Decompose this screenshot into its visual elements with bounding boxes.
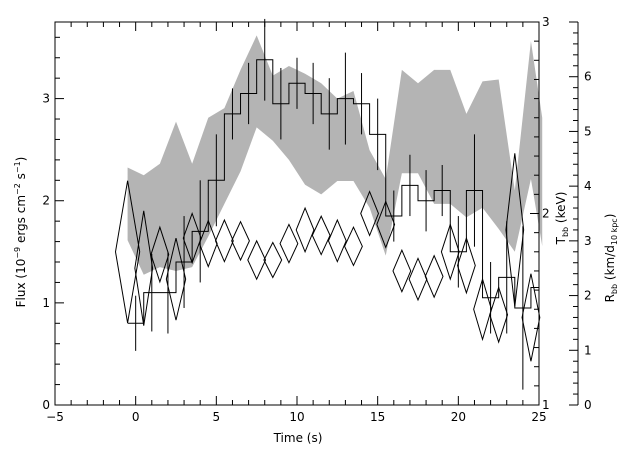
y2-tick-label: 3 xyxy=(542,15,550,29)
y2-tick-label: 2 xyxy=(542,207,550,221)
radius-diamond-layer xyxy=(114,153,541,362)
y-tick-label: 2 xyxy=(42,194,50,208)
radius-diamond xyxy=(150,225,170,284)
y-axis-title: Flux (10−9 ergs cm−2 s−1) xyxy=(13,157,28,308)
radius-diamond xyxy=(457,236,476,295)
y3-tick-label: 2 xyxy=(584,289,592,303)
radius-diamond xyxy=(114,180,141,324)
radius-diamond xyxy=(279,223,299,264)
flux-histogram-layer xyxy=(127,18,540,390)
radius-diamond xyxy=(392,248,412,294)
x-tick-label: 20 xyxy=(451,410,466,424)
y3-tick-label: 4 xyxy=(584,179,592,193)
x-tick-label: 25 xyxy=(531,410,546,424)
x-tick-label: 10 xyxy=(289,410,304,424)
radius-diamond xyxy=(344,225,363,267)
radius-diamond xyxy=(376,200,396,249)
y3-tick-label: 0 xyxy=(584,398,592,412)
radius-diamond xyxy=(165,238,187,321)
radius-diamond xyxy=(214,218,234,263)
x-tick-label: 5 xyxy=(213,410,221,424)
y3-tick-label: 3 xyxy=(584,234,592,248)
y3-tick-label: 5 xyxy=(584,124,592,138)
radius-diamond xyxy=(489,285,509,344)
y3-axis-title: Rbb (km/d10 kpc) xyxy=(603,214,619,303)
y3-tick-label: 6 xyxy=(584,70,592,84)
x-tick-label: 15 xyxy=(370,410,385,424)
radius-diamond xyxy=(231,220,250,262)
radius-diamond xyxy=(263,241,283,279)
radius-diamond xyxy=(521,273,541,362)
y-tick-label: 3 xyxy=(42,92,50,106)
temperature-band-layer xyxy=(127,35,543,275)
radius-diamond xyxy=(424,254,444,299)
x-tick-label: −5 xyxy=(46,410,64,424)
radius-diamond xyxy=(134,210,154,326)
y-tick-label: 0 xyxy=(42,398,50,412)
radius-diamond xyxy=(505,153,525,307)
temperature-band-area xyxy=(127,35,543,275)
flux-histogram-line xyxy=(127,59,539,324)
x-axis-title: Time (s) xyxy=(273,431,323,445)
radius-diamond xyxy=(295,206,315,254)
radius-diamond xyxy=(327,218,347,263)
y-tick-label: 1 xyxy=(42,296,50,310)
radius-diamond xyxy=(360,190,380,237)
radius-diamond xyxy=(311,215,331,256)
y2-axis-title: Tbb (keV) xyxy=(554,192,570,246)
radius-diamond xyxy=(247,239,267,281)
y3-tick-label: 1 xyxy=(584,343,592,357)
x-tick-label: 0 xyxy=(132,410,140,424)
y2-tick-label: 1 xyxy=(542,398,550,412)
